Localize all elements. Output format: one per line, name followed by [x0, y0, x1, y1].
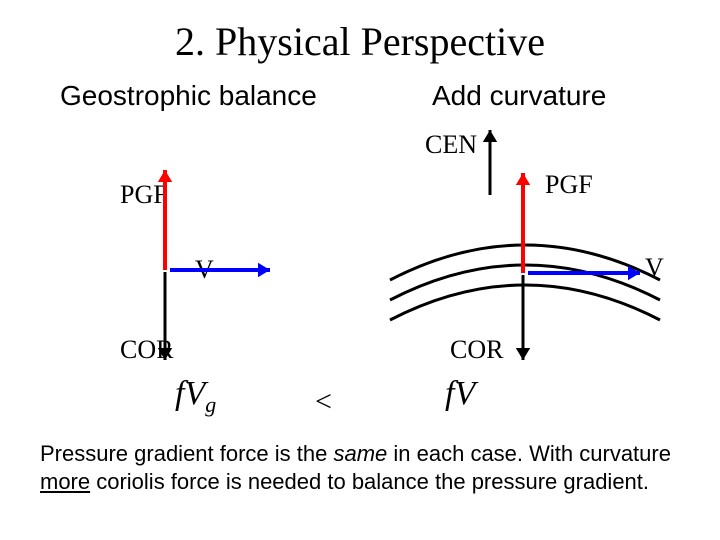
diagram-svg — [0, 0, 720, 540]
